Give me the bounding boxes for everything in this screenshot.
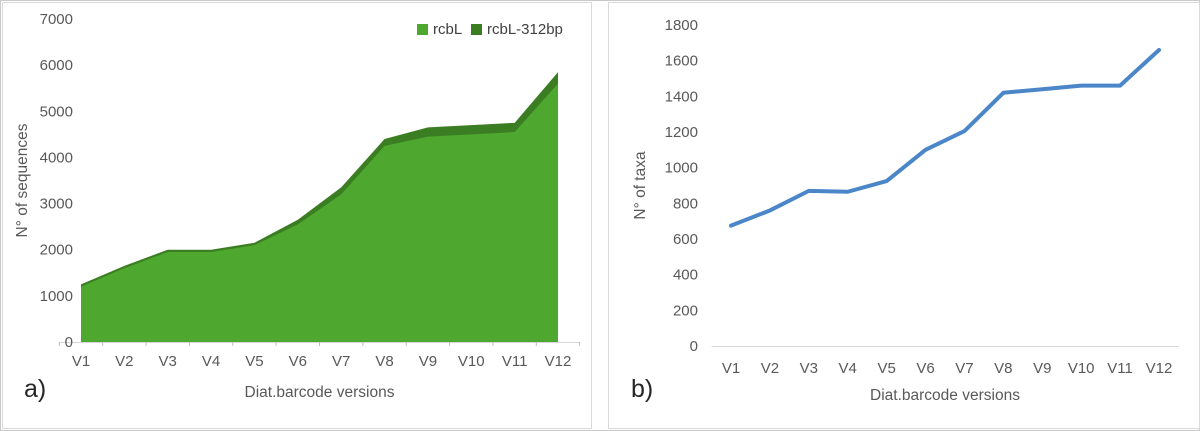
x-tick-label: V11 [1107, 360, 1133, 377]
x-tick-label: V8 [994, 360, 1012, 377]
y-tick-label: 6000 [40, 57, 73, 74]
y-tick-label: 2000 [40, 242, 73, 259]
x-tick-label: V10 [458, 353, 485, 370]
y-tick-label: 800 [673, 195, 698, 212]
area-chart-svg: 0 1000 2000 3000 4000 5000 6000 7000 V1 V2 V3 V4 V5 V… [14, 11, 581, 401]
line-chart-svg: 0 200 400 600 800 1000 1200 1400 1600 1800 V1 V2 V3 V… [632, 17, 1179, 404]
area-series-rcbL [81, 83, 558, 342]
x-tick-label: V3 [159, 353, 177, 370]
y-tick-label: 1000 [40, 288, 73, 305]
legend-swatch-rcbL-312bp [471, 24, 482, 35]
x-tick-label: V8 [375, 353, 393, 370]
x-tick-label: V3 [800, 360, 818, 377]
legend-swatch-rcbL [417, 24, 428, 35]
y-tick-label: 1400 [665, 88, 698, 105]
y-tick-label: 400 [673, 267, 698, 284]
legend-label-rcbL-312bp: rcbL-312bp [487, 21, 563, 38]
x-tick-label: V5 [877, 360, 895, 377]
x-tick-label: V7 [332, 353, 350, 370]
y-tick-label: 1800 [665, 17, 698, 34]
y-tick-label: 5000 [40, 103, 73, 120]
x-tick-label: V12 [1146, 360, 1173, 377]
x-tick-label: V5 [245, 353, 263, 370]
panel-label-a: a) [24, 375, 47, 403]
y-tick-label: 200 [673, 302, 698, 319]
y-tick-label: 600 [673, 231, 698, 248]
panel-b-taxa-line-chart: 0 200 400 600 800 1000 1200 1400 1600 1800 V1 V2 V3 V… [608, 2, 1200, 429]
x-tick-label: V12 [545, 353, 572, 370]
x-tick-label: V9 [419, 353, 437, 370]
line-series [729, 47, 1161, 228]
panel-a-sequences-area-chart: 0 1000 2000 3000 4000 5000 6000 7000 V1 V2 V3 V4 V5 V… [2, 2, 592, 429]
panel-label-b: b) [631, 375, 654, 403]
x-tick-label: V9 [1033, 360, 1051, 377]
y-axis-title: N° of taxa [632, 151, 649, 220]
y-tick-label: 0 [65, 334, 73, 351]
x-axis-title: Diat.barcode versions [245, 384, 395, 401]
y-tick-label: 1000 [665, 160, 698, 177]
y-tick-label: 4000 [40, 149, 73, 166]
x-tick-label: V2 [115, 353, 133, 370]
legend-label-rcbL: rcbL [433, 21, 462, 38]
x-axis-title: Diat.barcode versions [870, 387, 1020, 404]
x-tick-label: V6 [289, 353, 307, 370]
y-tick-label: 1600 [665, 53, 698, 70]
x-tick-label: V1 [722, 360, 740, 377]
x-tick-label: V4 [202, 353, 220, 370]
x-tick-label: V4 [839, 360, 857, 377]
x-tick-label: V1 [72, 353, 90, 370]
x-tick-label: V2 [761, 360, 779, 377]
x-tick-label: V11 [502, 353, 528, 370]
x-tick-label: V6 [916, 360, 934, 377]
y-tick-label: 0 [690, 338, 698, 355]
y-tick-label: 3000 [40, 196, 73, 213]
x-tick-label: V10 [1068, 360, 1095, 377]
x-tick-label: V7 [955, 360, 973, 377]
y-tick-label: 1200 [665, 124, 698, 141]
y-tick-label: 7000 [40, 11, 73, 28]
y-axis-title: N° of sequences [14, 123, 31, 237]
